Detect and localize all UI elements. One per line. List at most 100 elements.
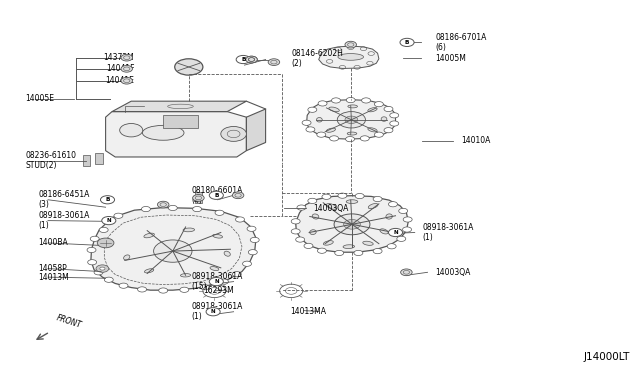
Text: 08918-3061A
(1): 08918-3061A (1): [192, 302, 243, 321]
Bar: [83, 155, 90, 166]
Circle shape: [399, 208, 408, 214]
Polygon shape: [112, 101, 246, 112]
Text: 08918-3061A
(1): 08918-3061A (1): [422, 223, 474, 242]
Text: 1400BA: 1400BA: [38, 238, 68, 247]
Circle shape: [317, 248, 326, 253]
Circle shape: [374, 132, 383, 137]
Circle shape: [250, 237, 259, 243]
Ellipse shape: [329, 107, 339, 112]
Circle shape: [100, 267, 105, 270]
Circle shape: [268, 59, 280, 65]
Text: 14372M: 14372M: [104, 53, 134, 62]
Ellipse shape: [343, 245, 355, 248]
Circle shape: [388, 202, 397, 207]
Text: N: N: [106, 218, 111, 223]
Ellipse shape: [386, 214, 392, 219]
Circle shape: [354, 250, 363, 256]
Polygon shape: [319, 46, 379, 68]
Polygon shape: [246, 109, 266, 151]
Circle shape: [373, 248, 382, 254]
Ellipse shape: [224, 251, 230, 256]
Text: N: N: [211, 309, 216, 314]
Circle shape: [248, 250, 257, 255]
Ellipse shape: [326, 203, 337, 209]
Circle shape: [119, 283, 128, 288]
Circle shape: [362, 98, 371, 103]
Circle shape: [302, 120, 311, 125]
Ellipse shape: [368, 128, 377, 132]
Circle shape: [232, 272, 241, 277]
Bar: [95, 153, 103, 164]
Ellipse shape: [347, 132, 357, 135]
Text: J14000LT: J14000LT: [584, 352, 630, 362]
Text: 14003QA: 14003QA: [435, 268, 470, 277]
Circle shape: [121, 65, 132, 72]
Circle shape: [221, 126, 246, 141]
Polygon shape: [296, 196, 408, 252]
Circle shape: [99, 227, 108, 232]
Circle shape: [297, 205, 306, 210]
Text: 14003QA: 14003QA: [314, 204, 349, 213]
Text: 14013M: 14013M: [38, 273, 69, 282]
Ellipse shape: [381, 117, 387, 121]
Ellipse shape: [124, 255, 130, 260]
Text: 08918-3061A
(15): 08918-3061A (15): [192, 272, 243, 291]
Circle shape: [246, 56, 257, 63]
Circle shape: [403, 217, 412, 222]
Text: B: B: [214, 193, 218, 198]
Circle shape: [291, 229, 300, 234]
Circle shape: [346, 97, 355, 103]
Circle shape: [88, 260, 97, 265]
Circle shape: [308, 107, 317, 112]
Circle shape: [96, 265, 109, 272]
Circle shape: [345, 116, 358, 124]
Polygon shape: [91, 208, 256, 290]
Circle shape: [322, 194, 331, 199]
Text: FRONT: FRONT: [55, 313, 83, 330]
Circle shape: [400, 38, 414, 46]
Ellipse shape: [312, 214, 319, 219]
Ellipse shape: [310, 230, 316, 234]
Ellipse shape: [212, 234, 223, 238]
Polygon shape: [106, 112, 246, 157]
Circle shape: [114, 213, 123, 218]
Ellipse shape: [348, 105, 358, 108]
Ellipse shape: [144, 233, 154, 238]
Text: 08236-61610
STUD(2): 08236-61610 STUD(2): [26, 151, 77, 170]
Ellipse shape: [180, 273, 191, 277]
Circle shape: [390, 121, 399, 126]
Circle shape: [159, 288, 168, 293]
Text: 16293M: 16293M: [203, 286, 234, 295]
Circle shape: [332, 98, 340, 103]
Circle shape: [334, 214, 370, 235]
Text: N: N: [393, 230, 398, 235]
Ellipse shape: [368, 108, 377, 112]
Circle shape: [121, 54, 132, 61]
Circle shape: [97, 238, 114, 248]
Circle shape: [335, 250, 344, 256]
Circle shape: [384, 106, 393, 112]
Circle shape: [200, 285, 209, 290]
Circle shape: [104, 277, 113, 282]
Circle shape: [291, 219, 300, 224]
Circle shape: [346, 137, 355, 142]
Ellipse shape: [142, 125, 184, 140]
Circle shape: [317, 132, 326, 137]
Circle shape: [180, 287, 189, 292]
Circle shape: [246, 56, 257, 63]
Circle shape: [209, 278, 223, 286]
Circle shape: [318, 101, 327, 106]
Ellipse shape: [363, 241, 373, 246]
Ellipse shape: [380, 229, 388, 234]
Circle shape: [296, 237, 305, 242]
Circle shape: [138, 287, 147, 292]
Ellipse shape: [326, 128, 335, 132]
Text: B: B: [241, 57, 245, 62]
Circle shape: [330, 136, 339, 141]
Circle shape: [355, 193, 364, 199]
Ellipse shape: [183, 228, 195, 232]
Circle shape: [141, 206, 150, 212]
Text: 14058P: 14058P: [38, 264, 67, 273]
Circle shape: [121, 77, 132, 84]
Circle shape: [373, 196, 382, 202]
